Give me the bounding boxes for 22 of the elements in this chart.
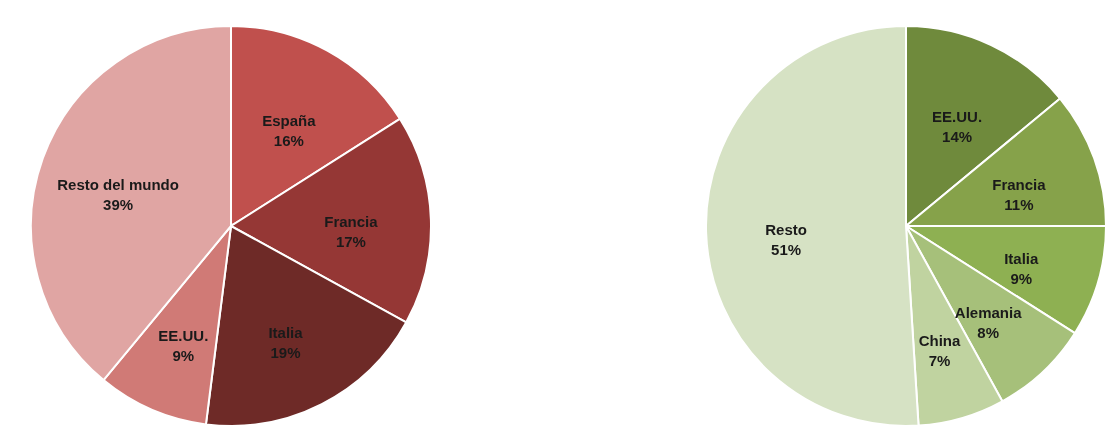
data-label: 14%	[942, 128, 973, 146]
data-label: 39%	[103, 196, 134, 214]
slice-label: Italia	[268, 323, 304, 341]
slice-label: Italia	[1004, 250, 1039, 268]
data-label: 17%	[335, 233, 366, 251]
slice-label: Francia	[324, 213, 379, 231]
slice-label: España	[262, 111, 317, 129]
data-label: 8%	[977, 324, 999, 342]
data-label: 19%	[270, 343, 301, 361]
slice-label: Resto	[765, 220, 807, 238]
data-label: 7%	[928, 352, 951, 370]
slice-label: China	[918, 332, 961, 350]
data-label: 51%	[771, 240, 802, 258]
slice-label: Alemania	[954, 304, 1023, 322]
data-label: 16%	[273, 131, 304, 149]
slice-label: EE.UU.	[158, 327, 209, 345]
slice-label: EE.UU.	[932, 108, 983, 126]
data-label: 11%	[1004, 196, 1034, 214]
slice-label: Francia	[992, 176, 1047, 194]
slice-label: Resto del mundo	[57, 176, 179, 194]
data-label: 9%	[172, 347, 195, 365]
data-label: 9%	[1010, 270, 1033, 288]
